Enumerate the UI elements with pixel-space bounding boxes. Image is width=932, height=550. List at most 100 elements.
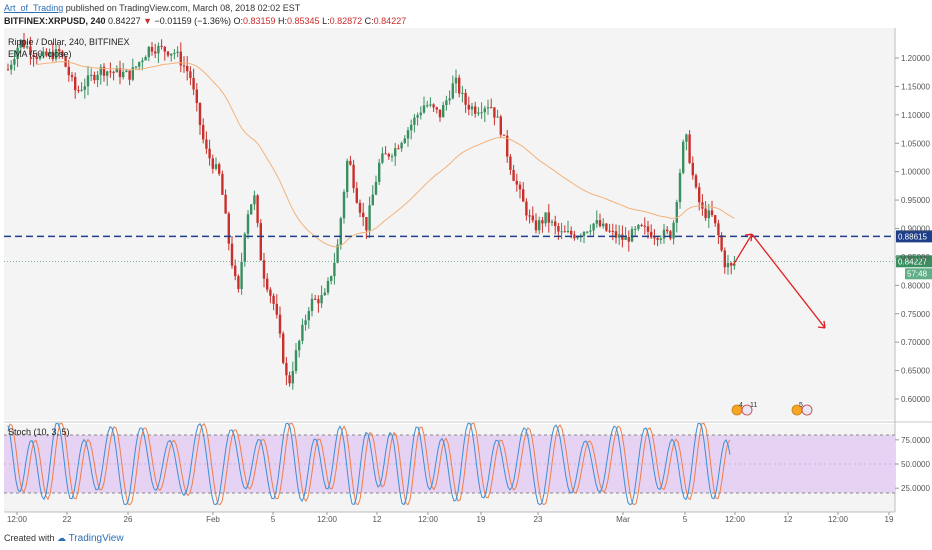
candle-body — [182, 65, 186, 67]
author-link[interactable]: Art_of_Trading — [4, 3, 64, 13]
candle-body — [272, 295, 275, 304]
candle-body — [243, 233, 246, 262]
candle-body — [214, 164, 218, 169]
candle-body — [339, 218, 342, 245]
candle-body — [605, 223, 608, 231]
candle-body — [198, 102, 202, 125]
candle-body — [480, 112, 483, 114]
candle-body — [720, 235, 723, 251]
candle-body — [301, 324, 304, 341]
level-price-label: 0.88615 — [898, 232, 927, 241]
candle-body — [682, 141, 685, 173]
high-value: 0.85345 — [287, 16, 320, 26]
candle-body — [563, 231, 566, 233]
candle-body — [432, 104, 435, 108]
candle-body — [538, 220, 541, 231]
price-pane[interactable] — [4, 28, 895, 420]
candle-body — [419, 112, 422, 116]
candle-body — [384, 153, 387, 155]
candle-body — [29, 46, 32, 55]
candle-body — [54, 49, 58, 60]
candle-body — [675, 202, 678, 223]
time-tick-label: 12:00 — [7, 515, 28, 524]
candle-body — [170, 53, 173, 56]
candle-body — [656, 238, 659, 240]
time-tick-label: 22 — [63, 515, 72, 524]
candle-body — [496, 116, 499, 118]
candle-body — [10, 64, 13, 70]
candle-body — [163, 46, 166, 52]
event-markers[interactable]: 4 11 5 — [731, 402, 813, 416]
down-triangle-icon: ▼ — [143, 16, 153, 26]
candle-body — [723, 250, 726, 268]
candle-body — [189, 71, 192, 78]
candles — [6, 32, 736, 390]
level-price-tag — [896, 230, 932, 243]
candle-body — [499, 116, 502, 135]
projection-arrow-down — [751, 233, 826, 329]
symbol-name: BITFINEX:XRPUSD, 240 — [4, 16, 106, 26]
candle-body — [192, 77, 195, 90]
candle-body — [691, 162, 694, 176]
candle-body — [477, 112, 480, 114]
candle-body — [58, 49, 61, 52]
candle-body — [320, 295, 323, 304]
candle-body — [486, 107, 490, 109]
candle-body — [531, 215, 534, 221]
candle-body — [550, 221, 554, 223]
candle-body — [109, 71, 112, 73]
candle-body — [630, 229, 634, 242]
candle-body — [134, 66, 138, 68]
candle-body — [429, 104, 432, 106]
candle-body — [493, 107, 496, 118]
candle-body — [704, 208, 707, 219]
candle-body — [666, 229, 669, 232]
time-tick-label: 12:00 — [418, 515, 439, 524]
footer-brand[interactable]: TradingView — [68, 533, 124, 544]
candle-body — [13, 59, 16, 65]
candle-body — [502, 134, 506, 136]
candle-body — [694, 175, 698, 188]
candle-body — [698, 187, 701, 203]
candle-body — [342, 191, 346, 219]
candle-body — [688, 134, 691, 163]
event-count: 5 — [799, 402, 803, 409]
flag-icon — [741, 404, 753, 416]
candle-body — [467, 104, 470, 110]
candle-body — [166, 51, 170, 56]
candle-body — [438, 109, 442, 118]
candle-body — [352, 164, 355, 189]
candle-body — [67, 66, 70, 76]
candle-body — [640, 224, 643, 226]
event-count: 4 — [739, 402, 743, 409]
candle-body — [38, 56, 42, 59]
candle-body — [435, 107, 438, 110]
price-tick-label: 0.75000 — [901, 310, 930, 319]
candle-body — [131, 67, 134, 80]
candle-body — [512, 169, 515, 181]
close-value: 0.84227 — [373, 16, 407, 26]
candle-body — [307, 311, 310, 321]
candle-body — [237, 276, 240, 289]
candle-body — [259, 223, 262, 261]
candle-body — [16, 47, 19, 60]
candle-body — [96, 74, 99, 81]
price-tick-label: 1.10000 — [901, 111, 930, 120]
candle-body — [400, 142, 403, 149]
price-change: −0.01159 (−1.36%) — [154, 16, 231, 26]
open-value: 0.83159 — [242, 16, 276, 26]
candle-body — [710, 210, 714, 216]
candle-body — [179, 51, 182, 66]
candle-body — [128, 70, 131, 80]
candle-body — [653, 237, 656, 239]
candle-body — [547, 212, 550, 223]
candle-body — [608, 230, 611, 232]
candle-body — [112, 71, 115, 73]
time-tick-label: 12 — [784, 515, 793, 524]
legend-title: Ripple / Dollar, 240, BITFINEX — [8, 37, 130, 47]
price-tick-label: 0.70000 — [901, 338, 930, 347]
candle-body — [461, 92, 464, 94]
candle-body — [285, 362, 288, 376]
